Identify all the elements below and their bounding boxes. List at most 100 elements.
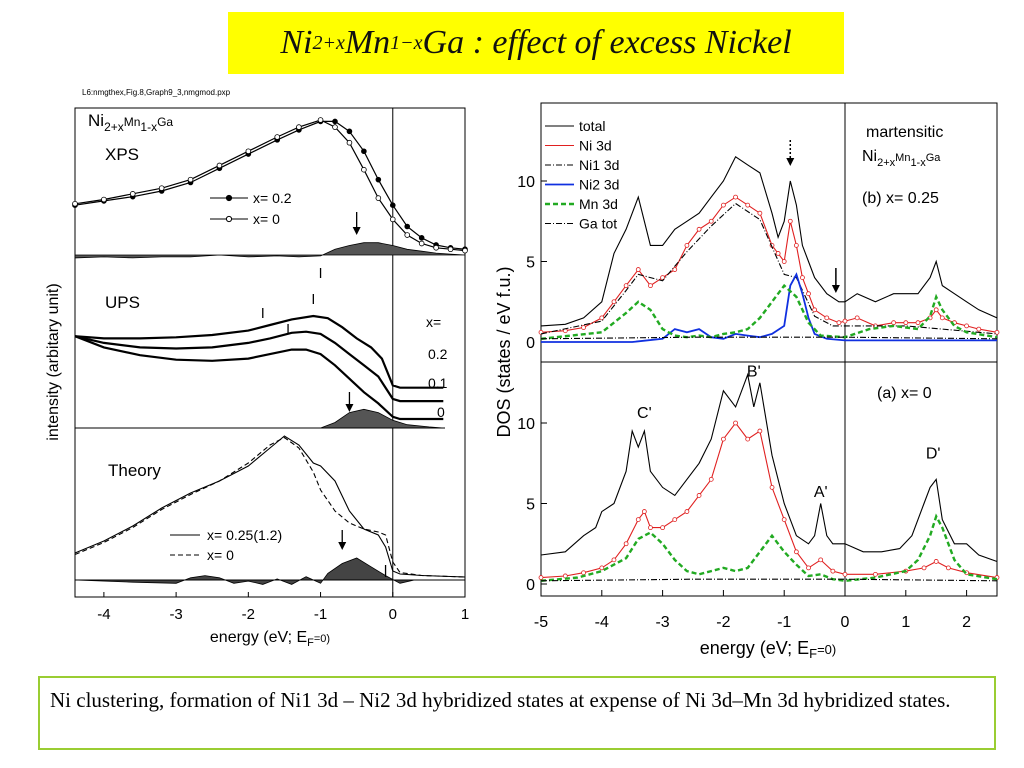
xps-data-point: [101, 196, 107, 203]
legend-label: Mn 3d: [579, 196, 618, 212]
panel-a-label: (a) x= 0: [877, 385, 932, 402]
panel-b-ni3d-point: [611, 299, 617, 305]
panel-b-ni3d-point: [891, 320, 897, 326]
x-tick-label: 0: [841, 614, 850, 631]
legend-label: total: [579, 118, 605, 134]
panel-b-ni3d-point: [836, 320, 842, 326]
title-mn: Mn: [344, 24, 391, 61]
panel-a-ni3d-point: [660, 525, 665, 531]
xps-compound-label: Ni2+xMn1-xGa: [88, 111, 173, 134]
panel-a-ni3d-point: [648, 525, 653, 531]
caption-box: Ni clustering, formation of Ni1 3d – Ni2…: [38, 676, 996, 750]
panel-b-ni3d-point: [721, 202, 726, 208]
panel-a-ni3d-point: [781, 517, 787, 522]
ups-series-line: [74, 330, 444, 403]
ups-panel-label: UPS: [105, 293, 140, 312]
panel-b-compound: Ni2+xMn1-xGa: [862, 148, 941, 169]
peak-label: A': [814, 484, 828, 501]
panel-a-ni3d-point: [611, 557, 617, 563]
theory-difference-area: [74, 557, 465, 585]
panel-b-ni3d-point: [824, 315, 830, 321]
left-plot-frame: [74, 107, 466, 598]
legend-label: Ni 3d: [579, 138, 612, 154]
xps-data-point: [462, 247, 468, 254]
panel-a-ni3d-point: [745, 436, 751, 442]
x-tick-label: -1: [777, 614, 791, 631]
peak-label: B': [747, 363, 761, 380]
xps-data-point: [332, 124, 338, 130]
xps-data-point: [332, 118, 338, 125]
xps-data-point: [296, 124, 302, 130]
xps-data-point: [404, 232, 411, 238]
xps-difference-area: [74, 242, 466, 259]
panel-a-ni3d-point: [933, 559, 939, 564]
xps-data-point: [129, 191, 136, 197]
panel-b-y-tick-label: 10: [517, 174, 535, 191]
x-axis-label: energy (eV; EF=0): [700, 638, 837, 661]
xps-legend-marker: [225, 215, 233, 223]
y-axis-label: DOS (states / eV f.u.): [494, 266, 514, 437]
ups-legend-label: 0.2: [428, 346, 448, 362]
x-axis-label: energy (eV; EF=0): [210, 629, 330, 649]
xps-arrow-head: [352, 227, 361, 235]
panel-a-ni3d-point: [684, 509, 690, 514]
xps-data-point: [245, 148, 252, 155]
fermi-arrow-head: [831, 285, 840, 293]
dotted-arrow-head: [786, 158, 795, 166]
panel-a-ni3d-point: [921, 565, 927, 571]
x-tick-label: 1: [461, 606, 469, 623]
panel-a-ni3d-point: [873, 571, 878, 577]
panel-a-ni3d-point: [641, 509, 647, 514]
xps-data-point: [389, 216, 396, 223]
ups-series-line: [74, 314, 444, 389]
peak-label: C': [637, 405, 652, 422]
legend-label: Ni2 3d: [579, 177, 619, 193]
xps-data-point: [418, 240, 425, 247]
panel-a-ni3d-point: [769, 484, 775, 490]
panel-b-ni3d-point: [745, 202, 751, 208]
xps-data-point: [389, 202, 396, 209]
panel-b-ni3d-point: [933, 307, 939, 313]
panel-b-ni3d-point: [781, 259, 787, 264]
panel-b-annotation: martensitic: [866, 124, 943, 141]
panel-b-ni3d-point: [599, 315, 605, 321]
xps-data-point: [346, 128, 353, 135]
panel-b-y-tick-label: 5: [526, 255, 535, 272]
panel-b-ni3d-point: [903, 320, 909, 326]
ups-series-line: [74, 335, 444, 421]
panel-b-ni3d-point: [696, 226, 702, 232]
y-axis-label: intensity (arbitary unit): [45, 283, 62, 440]
title-end: Ga : effect of excess Nickel: [422, 24, 792, 61]
xps-data-point: [317, 117, 324, 123]
theory-series-line: [74, 436, 466, 578]
theory-legend-label: x= 0: [207, 547, 234, 563]
panel-b-ni3d-point: [757, 210, 763, 216]
title-sub2: 1−x: [390, 31, 423, 54]
panel-a-ni3d-point: [696, 493, 702, 498]
panel-b-ni3d-point: [733, 194, 738, 200]
xps-legend-label: x= 0: [253, 211, 280, 227]
legend-label: Ni1 3d: [579, 157, 619, 173]
panel-a-ni3d-point: [945, 565, 951, 571]
panel-a-ni3d-point: [793, 549, 799, 555]
x-tick-label: -2: [242, 606, 255, 623]
x-tick-label: -5: [534, 614, 548, 631]
panel-a-ni3d-point: [830, 568, 836, 574]
x-tick-label: 0: [389, 606, 397, 623]
panel-b-ni3d-point: [660, 275, 665, 281]
ups-legend-label: 0.1: [428, 375, 448, 391]
panel-b-ni3d-point: [800, 275, 805, 281]
panel-b-ni3d-point: [708, 218, 714, 224]
xps-data-point: [274, 134, 281, 140]
panel-b-ni3d-point: [976, 326, 982, 332]
panel-a-ni3d-point: [581, 570, 586, 576]
xps-data-point: [158, 185, 165, 191]
xps-data-point: [447, 246, 454, 253]
x-tick-label: -4: [97, 606, 110, 623]
peak-label: D': [926, 445, 941, 462]
panel-a-ni3d-point: [733, 420, 738, 426]
file-label: L6:nmgthex,Fig.8,Graph9_3,nmgmod.pxp: [82, 88, 231, 97]
panel-a-series-mn-3d: [540, 513, 998, 583]
legend-label: Ga tot: [579, 216, 617, 232]
xps-legend-marker: [225, 194, 233, 202]
